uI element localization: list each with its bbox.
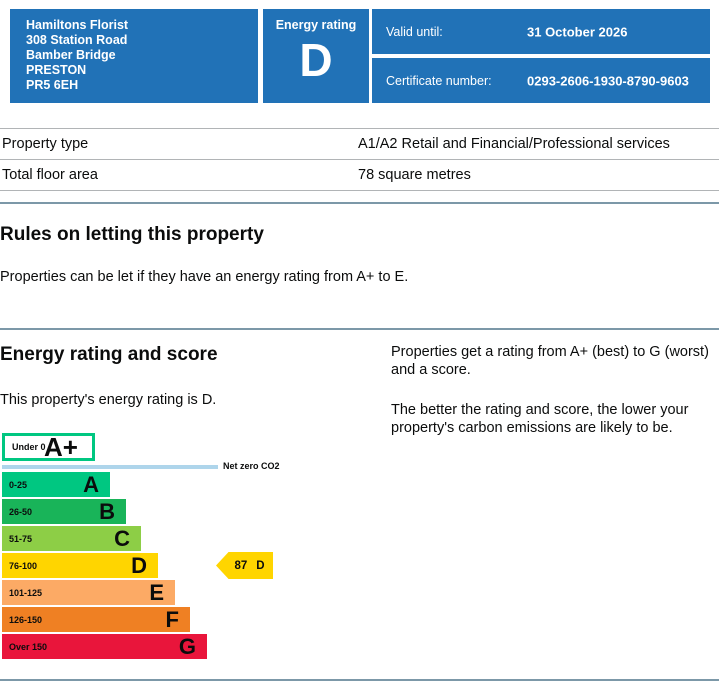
footer-divider	[0, 679, 719, 681]
address-line: Bamber Bridge	[26, 48, 116, 62]
rating-band-d: 76-100 D	[2, 553, 158, 578]
section-divider	[0, 202, 719, 204]
address-line: Hamiltons Florist	[26, 18, 129, 32]
rating-info-paragraph-2: The better the rating and score, the low…	[391, 402, 689, 436]
band-range-label: 0-25	[9, 479, 28, 490]
rules-heading: Rules on letting this property	[0, 224, 264, 245]
band-range-label: 126-150	[9, 614, 43, 625]
band-letter: A+	[44, 432, 78, 462]
address-line: PR5 6EH	[26, 78, 79, 92]
current-score-value: 87	[234, 559, 248, 572]
net-zero-line	[2, 465, 218, 469]
table-row-value: 78 square metres	[358, 167, 471, 183]
table-row: Property type A1/A2 Retail and Financial/…	[0, 129, 719, 160]
table-row-value: A1/A2 Retail and Financial/Professional …	[358, 136, 670, 152]
band-range-label: 76-100	[9, 560, 38, 571]
property-rating-text: This property's energy rating is D.	[0, 392, 217, 408]
rating-band-b: 26-50 B	[2, 499, 126, 524]
certificate-number-box: Certificate number: 0293-2606-1930-8790-…	[372, 58, 710, 103]
section-divider	[0, 328, 719, 330]
band-letter: F	[165, 606, 179, 632]
current-score-arrow: 87 D	[216, 552, 273, 579]
band-letter: D	[131, 552, 147, 578]
band-letter: E	[149, 579, 164, 605]
table-row: Total floor area 78 square metres	[0, 160, 719, 191]
address-line: 308 Station Road	[26, 33, 128, 47]
property-summary-table: Property type A1/A2 Retail and Financial/…	[0, 128, 719, 191]
certificate-number-label: Certificate number:	[386, 73, 492, 88]
band-range-label: 26-50	[9, 506, 33, 517]
rating-info-paragraph-1: Properties get a rating from A+ (best) t…	[391, 344, 709, 378]
band-range-label: 51-75	[9, 533, 33, 544]
rating-band-a: 0-25 A	[2, 472, 110, 497]
property-address-box: Hamiltons Florist 308 Station Road Bamber …	[10, 9, 258, 103]
energy-rating-value: D	[299, 34, 333, 86]
current-score-letter: D	[256, 559, 265, 572]
valid-until-label: Valid until:	[386, 24, 443, 39]
band-letter: A	[83, 471, 99, 497]
rating-band-e: 101-125 E	[2, 580, 175, 605]
rating-band-g: Over 150 G	[2, 634, 207, 659]
band-range-label: Under 0	[12, 442, 46, 452]
net-zero-label: Net zero CO2	[223, 461, 280, 471]
table-row-label: Total floor area	[2, 167, 98, 183]
rating-heading: Energy rating and score	[0, 344, 218, 365]
rating-band-f: 126-150 F	[2, 607, 190, 632]
rating-band-c: 51-75 C	[2, 526, 141, 551]
energy-rating-label: Energy rating	[275, 18, 357, 32]
band-letter: G	[178, 633, 196, 659]
band-letter: C	[114, 525, 130, 551]
rules-body-text: Properties can be let if they have an en…	[0, 269, 409, 285]
rating-band-a-plus: Under 0 A+	[2, 433, 95, 461]
energy-rating-box: Energy rating D	[263, 9, 369, 103]
certificate-number-value: 0293-2606-1930-8790-9603	[527, 73, 689, 88]
valid-until-box: Valid until: 31 October 2026	[372, 9, 710, 54]
band-range-label: Over 150	[9, 641, 48, 652]
band-range-label: 101-125	[9, 587, 43, 598]
table-row-label: Property type	[2, 136, 89, 152]
band-letter: B	[99, 498, 115, 524]
energy-rating-chart: Under 0 A+ 0-25 A 26-50 B 51-75 C 76-100 D 101-125…	[2, 433, 402, 661]
address-line: PRESTON	[26, 63, 87, 77]
valid-until-value: 31 October 2026	[527, 24, 628, 39]
